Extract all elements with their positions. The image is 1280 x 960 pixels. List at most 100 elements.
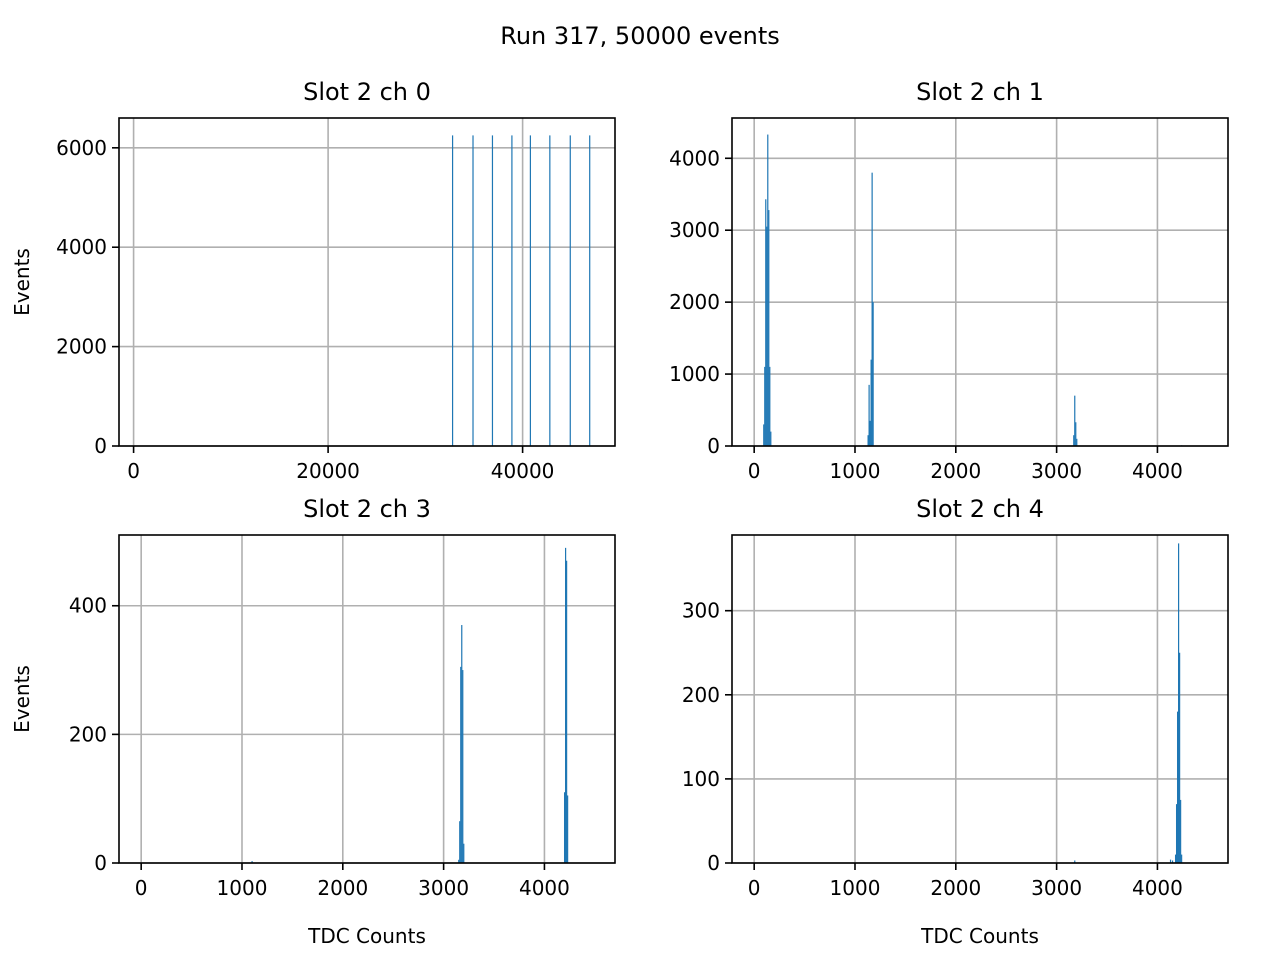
histogram-bar [1175, 804, 1178, 863]
plot-frame [118, 117, 616, 447]
y-axis-label: Events [10, 248, 34, 316]
x-tick-label: 1000 [830, 876, 881, 900]
histogram-bar [766, 226, 768, 446]
figure-suptitle: Run 317, 50000 events [500, 22, 780, 50]
histogram-bar [569, 135, 571, 446]
subplot-2: 0 1000 2000 3000 4000 0 1000 2000 3000 4000 Slot 2… [669, 78, 1229, 483]
histogram-bar [589, 135, 591, 446]
histogram-bar [1171, 860, 1174, 863]
y-tick-label: 200 [69, 722, 107, 746]
histogram-bar [458, 859, 460, 863]
x-tick-label: 2000 [930, 876, 981, 900]
subplot-4: 0 1000 2000 3000 4000 0 100 200 300 Slot 2 ch 4 TD… [682, 495, 1229, 948]
x-tick-label: 4000 [519, 876, 570, 900]
histogram-bar [461, 625, 463, 863]
plot-frame [118, 534, 616, 864]
histogram-bar [451, 135, 454, 446]
histogram-bar [1169, 859, 1172, 863]
bar-series [1074, 543, 1183, 863]
x-tick-label: 40000 [491, 459, 555, 483]
y-tick-label: 100 [682, 767, 720, 791]
y-tick-label: 2000 [669, 290, 720, 314]
histogram-bar [769, 366, 771, 446]
histogram-bar [770, 431, 772, 446]
y-tick-label: 3000 [669, 218, 720, 242]
histogram-bar [1176, 711, 1179, 863]
histogram-bar [460, 666, 462, 863]
histogram-bar [867, 435, 869, 446]
x-tick-label: 2000 [317, 876, 368, 900]
x-tick-label: 0 [748, 876, 761, 900]
subplot-1: 0 20000 40000 0 2000 4000 6000 Slot 2 ch 0 Event… [10, 78, 616, 483]
histogram-bar [868, 384, 870, 446]
x-tick-label: 1000 [217, 876, 268, 900]
histogram-bar [459, 821, 461, 863]
x-axis-label: TDC Counts [920, 924, 1039, 948]
x-tick-label: 3000 [418, 876, 469, 900]
y-tick-label: 4000 [56, 235, 107, 259]
x-tick-label: 3000 [1031, 459, 1082, 483]
histogram-bar [1073, 435, 1075, 446]
x-tick-label: 0 [748, 459, 761, 483]
y-tick-label: 0 [94, 851, 107, 875]
histogram-bar [566, 560, 568, 863]
histogram-bar [763, 424, 765, 446]
histogram-bar [870, 359, 872, 446]
histogram-bar [491, 135, 494, 446]
histogram-bar [768, 210, 770, 446]
x-tick-label: 4000 [1132, 459, 1183, 483]
x-tick-label: 3000 [1031, 876, 1082, 900]
histogram-bar [1178, 543, 1180, 863]
plot-frame [731, 117, 1229, 447]
histogram-bar [767, 134, 769, 446]
y-tick-label: 0 [707, 434, 720, 458]
subplot-title: Slot 2 ch 0 [303, 78, 431, 106]
y-tick-label: 1000 [669, 362, 720, 386]
histogram-bar [869, 420, 871, 446]
histogram-bar [463, 843, 465, 863]
plot-frame [731, 534, 1229, 864]
histogram-bar [871, 172, 873, 446]
histogram-bar [1174, 854, 1177, 863]
histogram-bar [565, 547, 567, 863]
histogram-bar [1074, 395, 1076, 446]
x-tick-label: 0 [135, 876, 148, 900]
y-tick-label: 4000 [669, 146, 720, 170]
y-tick-label: 400 [69, 594, 107, 618]
histogram-bar [1180, 799, 1182, 863]
histogram-bar [1075, 422, 1077, 446]
histogram-bar [567, 795, 569, 863]
y-tick-label: 300 [682, 599, 720, 623]
x-tick-label: 0 [127, 459, 140, 483]
histogram-bar [462, 670, 464, 863]
histogram-bar [1074, 860, 1076, 863]
subplot-title: Slot 2 ch 1 [916, 78, 1044, 106]
y-tick-label: 0 [707, 851, 720, 875]
y-tick-label: 200 [682, 683, 720, 707]
bar-series [251, 547, 569, 863]
bar-series [763, 134, 1183, 446]
y-tick-label: 2000 [56, 335, 107, 359]
histogram-bar [765, 199, 767, 446]
subplot-3: 0 1000 2000 3000 4000 0 200 400 Slot 2 ch 3 TDC C… [10, 495, 616, 948]
x-tick-label: 2000 [930, 459, 981, 483]
histogram-bar [872, 302, 874, 446]
y-tick-label: 6000 [56, 136, 107, 160]
histogram-bar [1181, 854, 1183, 863]
histogram-bar [1076, 438, 1078, 446]
x-tick-label: 4000 [1132, 876, 1183, 900]
y-axis-label: Events [10, 665, 34, 733]
histogram-bar [549, 135, 551, 446]
histogram-bar [1179, 652, 1181, 863]
histogram-bar [511, 135, 513, 446]
x-axis-label: TDC Counts [307, 924, 426, 948]
histogram-bar [764, 366, 766, 446]
subplot-title: Slot 2 ch 4 [916, 495, 1044, 523]
histogram-bar [529, 135, 531, 446]
x-tick-label: 20000 [296, 459, 360, 483]
histogram-bar [472, 135, 474, 446]
histogram-bar [251, 861, 253, 863]
